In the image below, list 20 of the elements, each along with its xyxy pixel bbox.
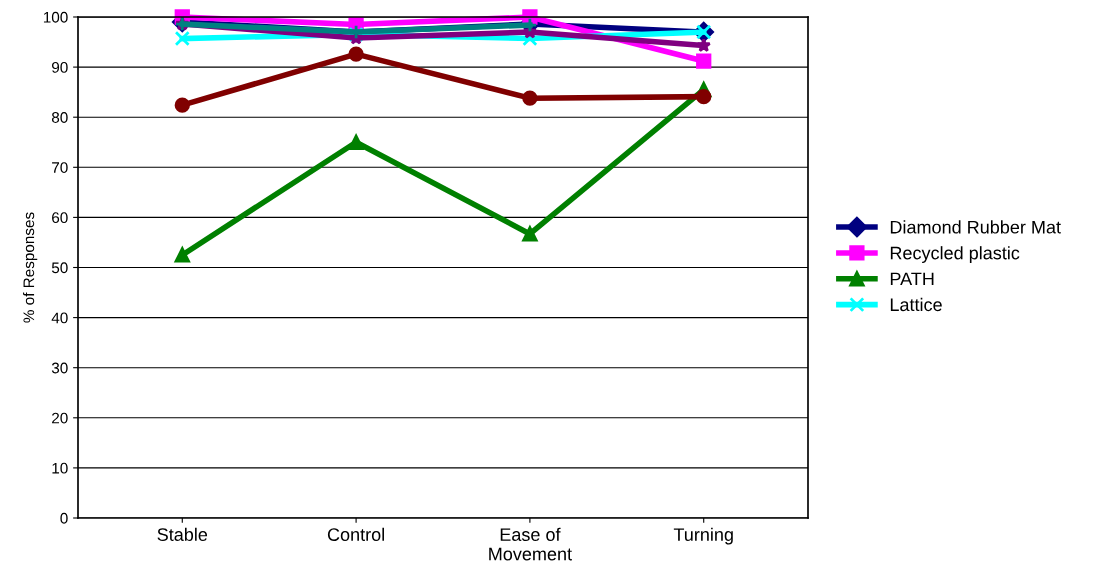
y-tick-label: 90	[52, 61, 68, 73]
x-tick-label: Stable	[157, 527, 208, 541]
x-tick-label: Control	[327, 527, 384, 541]
y-tick-label: 10	[52, 462, 68, 474]
legend-label: Recycled plastic	[890, 246, 1020, 263]
y-tick-label: 20	[52, 412, 68, 424]
y-tick-label: 0	[60, 512, 68, 524]
y-tick-label: 40	[51, 312, 68, 324]
legend-label: PATH	[890, 272, 934, 286]
x-tick-label: Turning	[673, 527, 733, 545]
y-tick-label: 30	[51, 362, 68, 374]
y-tick-label: 80	[51, 112, 68, 123]
y-tick-label: 100	[43, 11, 68, 23]
y-axis-title: % of Responses	[23, 212, 38, 323]
legend-label: Diamond Rubber Mat	[890, 220, 1061, 234]
legend-label: Lattice	[890, 297, 942, 312]
y-tick-label: 60	[52, 212, 68, 224]
y-tick-label: 70	[52, 162, 68, 173]
x-tick-label: Ease of Movement	[489, 527, 572, 561]
y-tick-label: 50	[51, 262, 68, 274]
